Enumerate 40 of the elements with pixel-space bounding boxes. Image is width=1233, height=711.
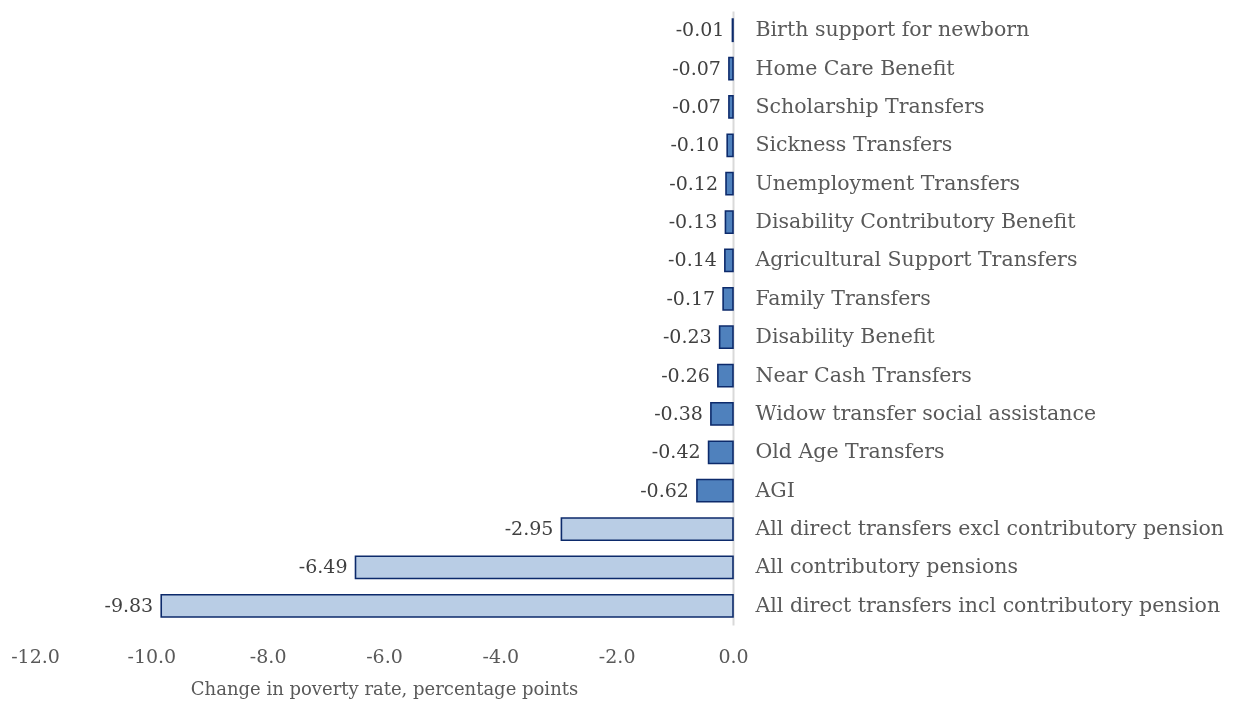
data-label: -0.01: [675, 18, 725, 41]
y-tick-label: AGI: [754, 477, 795, 502]
data-label: -6.49: [298, 555, 348, 578]
x-tick-label: -2.0: [598, 644, 636, 667]
data-label: -0.14: [668, 248, 717, 271]
data-label: -0.07: [672, 56, 721, 79]
y-tick-label: All direct transfers excl contributory pension: [754, 516, 1225, 541]
data-label: -9.83: [104, 593, 154, 616]
data-label: -0.10: [670, 133, 720, 156]
y-tick-label: Birth support for newborn: [755, 17, 1030, 42]
data-label: -0.62: [640, 478, 689, 501]
y-tick-label: Home Care Benefit: [755, 55, 956, 80]
y-tick-label: Family Transfers: [755, 285, 931, 310]
y-tick-label: Near Cash Transfers: [755, 362, 972, 387]
y-tick-label: Disability Contributory Benefit: [755, 209, 1077, 234]
x-tick-label: -10.0: [127, 644, 177, 667]
x-tick-label: 0.0: [718, 644, 749, 667]
data-label: -0.12: [669, 171, 719, 194]
data-label: -0.26: [661, 363, 710, 386]
y-tick-label: Agricultural Support Transfers: [754, 247, 1078, 272]
data-label: -2.95: [504, 517, 554, 540]
data-label: -0.17: [666, 286, 716, 309]
x-tick-label: -12.0: [11, 644, 60, 667]
data-label: -0.13: [668, 210, 718, 233]
y-tick-label: Disability Benefit: [755, 324, 936, 349]
x-axis-title: Change in poverty rate, percentage points: [190, 677, 579, 699]
data-label: -0.42: [651, 440, 701, 463]
y-tick-label: All contributory pensions: [754, 554, 1018, 579]
x-tick-label: -6.0: [366, 644, 403, 667]
y-tick-label: Widow transfer social assistance: [755, 400, 1097, 425]
y-tick-label: Scholarship Transfers: [755, 93, 985, 118]
y-tick-label: Unemployment Transfers: [755, 170, 1021, 195]
y-tick-label: Sickness Transfers: [755, 132, 953, 157]
data-label: -0.07: [672, 94, 721, 117]
y-tick-label: Old Age Transfers: [755, 439, 945, 464]
y-tick-label: All direct transfers incl contributory pension: [754, 592, 1221, 617]
data-label: -0.38: [654, 401, 703, 424]
x-tick-label: -4.0: [482, 644, 520, 667]
x-tick-label: -8.0: [249, 644, 287, 667]
data-label: -0.23: [662, 325, 712, 348]
